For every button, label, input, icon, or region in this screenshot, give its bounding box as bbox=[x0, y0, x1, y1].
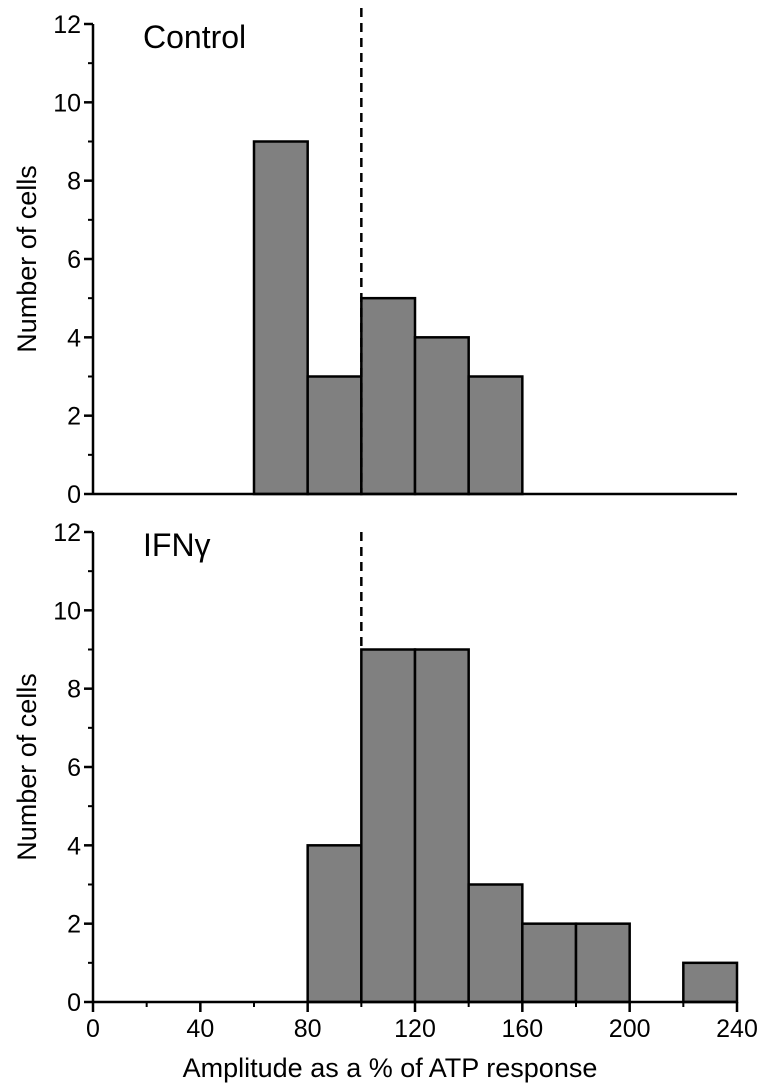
x-tick-label: 120 bbox=[394, 1015, 436, 1043]
x-axis-title: Amplitude as a % of ATP response bbox=[183, 1053, 598, 1083]
x-tick-label: 240 bbox=[716, 1015, 758, 1043]
y-tick-label: 4 bbox=[67, 324, 81, 352]
histogram-bar bbox=[574, 922, 631, 1004]
histogram-bar bbox=[413, 648, 470, 1004]
y-tick-label: 8 bbox=[67, 676, 81, 704]
y-tick-label: 12 bbox=[53, 519, 81, 547]
histogram-bar bbox=[360, 648, 417, 1004]
panel-title: IFNγ bbox=[143, 527, 211, 563]
y-axis-title: Number of cells bbox=[12, 165, 42, 353]
y-tick-label: 4 bbox=[67, 832, 81, 860]
y-tick-label: 8 bbox=[67, 168, 81, 196]
y-tick-label: 0 bbox=[67, 481, 81, 509]
x-tick-label: 40 bbox=[186, 1015, 214, 1043]
histogram-bar bbox=[252, 140, 309, 496]
y-axis-title: Number of cells bbox=[12, 673, 42, 861]
y-tick-label: 2 bbox=[67, 403, 81, 431]
y-tick-label: 6 bbox=[67, 246, 81, 274]
y-tick-label: 6 bbox=[67, 754, 81, 782]
x-tick-label: 200 bbox=[609, 1015, 651, 1043]
histogram-bar bbox=[360, 296, 417, 496]
x-tick-label: 160 bbox=[501, 1015, 543, 1043]
x-tick-label: 80 bbox=[294, 1015, 322, 1043]
x-tick-label: 0 bbox=[86, 1015, 100, 1043]
panel-title: Control bbox=[143, 19, 246, 55]
histogram-bar bbox=[682, 961, 739, 1004]
histogram-bar bbox=[467, 883, 524, 1004]
histogram-bar bbox=[413, 336, 470, 496]
y-tick-label: 10 bbox=[53, 89, 81, 117]
control-panel: 0 2 4 6 8 10 12 Number of cells Control bbox=[12, 8, 737, 509]
y-tick-label: 12 bbox=[53, 11, 81, 39]
histogram-bar bbox=[521, 922, 578, 1004]
histogram-bar bbox=[306, 375, 363, 496]
y-tick-label: 2 bbox=[67, 911, 81, 939]
histogram-bar bbox=[306, 844, 363, 1004]
histogram-bar bbox=[467, 375, 524, 496]
y-tick-label: 10 bbox=[53, 597, 81, 625]
y-tick-label: 0 bbox=[67, 989, 81, 1017]
